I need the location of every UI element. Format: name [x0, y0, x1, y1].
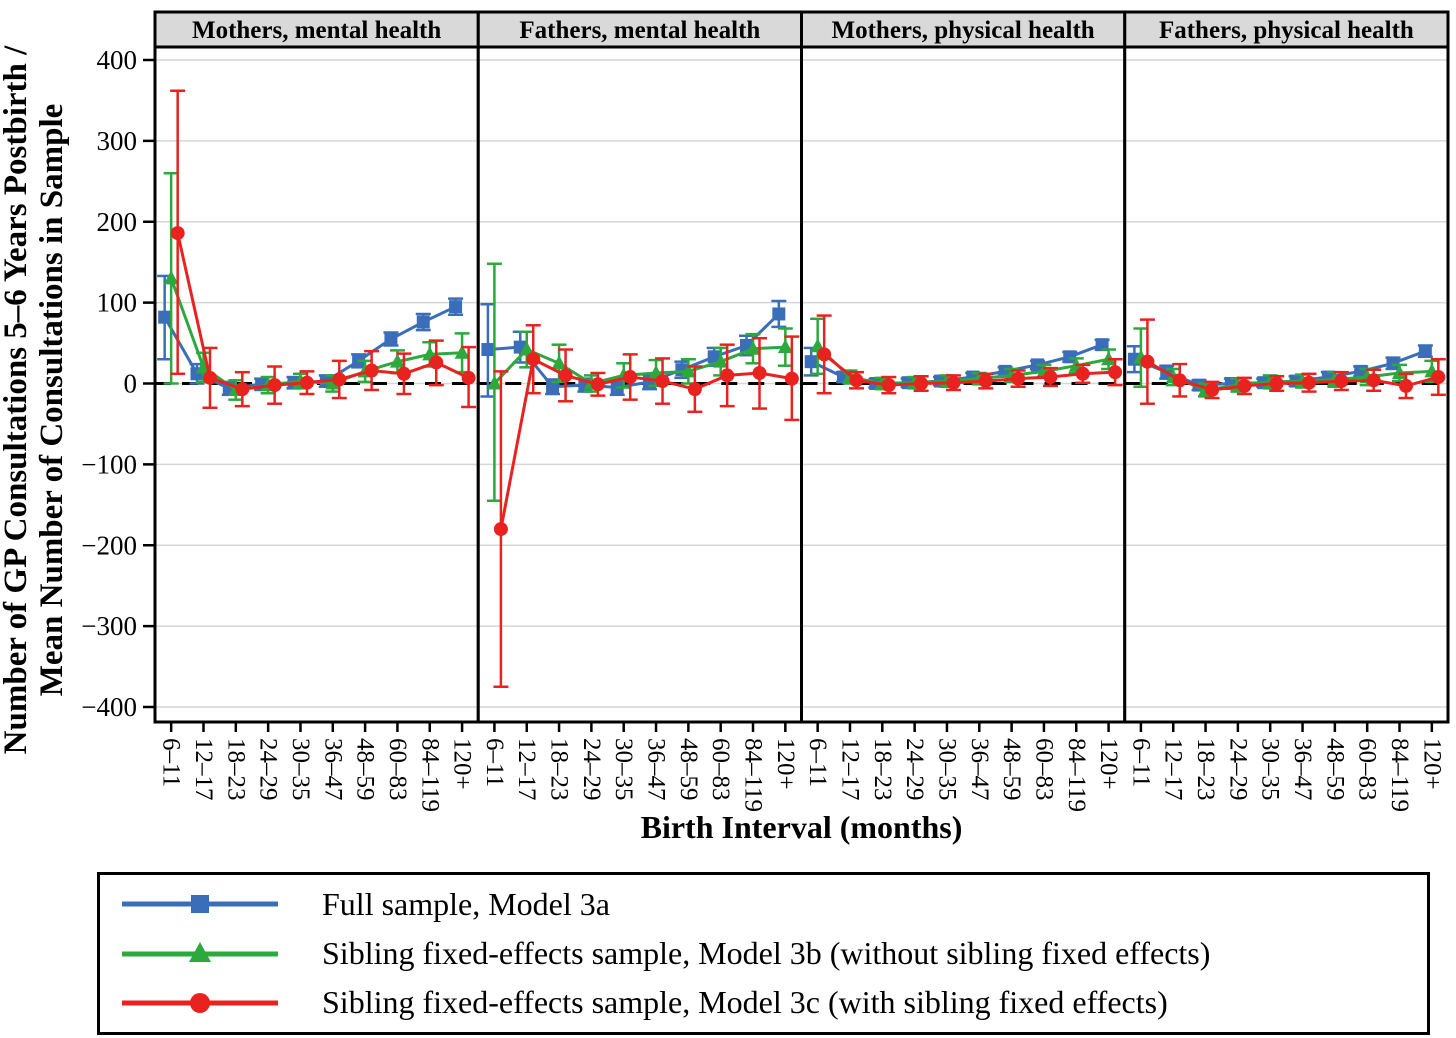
x-tick-label: 18–23: [222, 738, 249, 801]
x-tick-label: 48–59: [1321, 738, 1348, 801]
x-tick-label: 120+: [449, 738, 476, 790]
series-model_3c: [493, 324, 800, 689]
x-tick-label: 6–11: [158, 738, 185, 787]
x-tick-label: 36–47: [643, 738, 670, 801]
x-tick-label: 84–119: [1386, 738, 1413, 812]
x-tick-label: 84–119: [740, 738, 767, 812]
x-tick-label: 36–47: [319, 738, 346, 801]
x-tick-label: 60–83: [384, 738, 411, 801]
x-tick-label: 24–29: [578, 738, 605, 801]
y-tick-label: −100: [81, 449, 137, 479]
series-model_3b: [486, 262, 793, 503]
x-tick-label: 12–17: [836, 738, 863, 801]
x-tick-label: 48–59: [675, 738, 702, 801]
legend: Full sample, Model 3a Sibling fixed-effe…: [97, 872, 1430, 1035]
legend-item-model-3c: Sibling fixed-effects sample, Model 3c (…: [120, 979, 1427, 1027]
panel-0: Mothers, mental health 6–11 12–17 18–23 24–2…: [153, 10, 480, 812]
x-tick-label: 24–29: [901, 738, 928, 801]
x-tick-label: 48–59: [352, 738, 379, 801]
x-tick-label: 30–35: [287, 738, 314, 801]
facet-title-3: Fathers, physical health: [1159, 17, 1414, 44]
legend-item-model-3b: Sibling fixed-effects sample, Model 3b (…: [120, 930, 1427, 978]
x-tick-label: 12–17: [190, 738, 217, 801]
x-tick-label: 6–11: [804, 738, 831, 787]
y-tick-label: 100: [97, 288, 138, 318]
x-tick-label: 84–119: [416, 738, 443, 812]
x-tick-label: 18–23: [1192, 738, 1219, 801]
x-tick-label: 6–11: [481, 738, 508, 787]
x-tick-label: 36–47: [966, 738, 993, 801]
panel-3-data: [1126, 318, 1446, 405]
y-tick-label: 400: [97, 45, 138, 75]
facet-title-1: Fathers, mental health: [519, 17, 760, 44]
x-tick-label: 30–35: [933, 738, 960, 801]
x-tick-label: 24–29: [255, 738, 282, 801]
legend-label-model-3b: Sibling fixed-effects sample, Model 3b (…: [322, 935, 1211, 971]
legend-item-model-3a: Full sample, Model 3a: [120, 880, 1427, 928]
x-tick-label: 24–29: [1224, 738, 1251, 801]
x-tick-label: 120+: [772, 738, 799, 790]
y-tick-label: −200: [81, 530, 137, 560]
x-tick-label: 6–11: [1127, 738, 1154, 787]
panel-1-data: [480, 262, 800, 689]
series-model_3c: [816, 314, 1123, 395]
x-tick-label: 84–119: [1063, 738, 1090, 812]
panel-2: Mothers, physical health 6–11 12–17 18–23 24…: [800, 10, 1127, 812]
y-tick-label: −300: [81, 611, 137, 641]
x-tick-label: 30–35: [610, 738, 637, 801]
x-axis-title: Birth Interval (months): [641, 809, 963, 845]
y-tick-label: 200: [97, 207, 138, 237]
facet-title-0: Mothers, mental health: [192, 17, 441, 44]
x-tick-label: 48–59: [998, 738, 1025, 801]
x-tick-label: 36–47: [1289, 738, 1316, 801]
x-tick-label: 18–23: [546, 738, 573, 801]
x-tick-label: 30–35: [1257, 738, 1284, 801]
x-tick-label: 60–83: [1030, 738, 1057, 801]
y-axis-title-line2: Mean Number of Consultations in Sample: [34, 104, 70, 697]
y-tick-label: −400: [81, 692, 137, 722]
panel-0-data: [157, 89, 477, 410]
y-tick-label: 0: [124, 369, 138, 399]
x-tick-label: 60–83: [1354, 738, 1381, 801]
y-axis-title-line1: Number of GP Consultations 5–6 Years Pos…: [0, 45, 34, 754]
legend-key-red-circle-icon: [122, 992, 278, 1013]
panel-3: Fathers, physical health 6–11 12–17 18–23 24…: [1123, 10, 1450, 812]
legend-key-blue-square-icon: [122, 895, 278, 914]
x-tick-label: 18–23: [869, 738, 896, 801]
x-tick-label: 12–17: [1160, 738, 1187, 801]
legend-label-model-3c: Sibling fixed-effects sample, Model 3c (…: [322, 984, 1168, 1021]
legend-key-green-triangle-icon: [122, 941, 278, 962]
facet-title-2: Mothers, physical health: [832, 17, 1095, 44]
panel-2-data: [803, 314, 1123, 395]
y-axis: 400 300 200 100 0 −100 −200 −300 −400: [81, 45, 155, 722]
legend-label-model-3a: Full sample, Model 3a: [322, 885, 610, 922]
x-tick-label: 120+: [1095, 738, 1122, 790]
x-tick-label: 12–17: [513, 738, 540, 801]
series-model_3c: [170, 89, 477, 410]
series-model_3c: [1139, 318, 1446, 405]
panel-1: Fathers, mental health 6–11 12–17 18–23 24–2…: [476, 10, 803, 812]
y-tick-label: 300: [97, 126, 138, 156]
x-tick-label: 60–83: [707, 738, 734, 801]
x-tick-label: 120+: [1418, 738, 1445, 790]
